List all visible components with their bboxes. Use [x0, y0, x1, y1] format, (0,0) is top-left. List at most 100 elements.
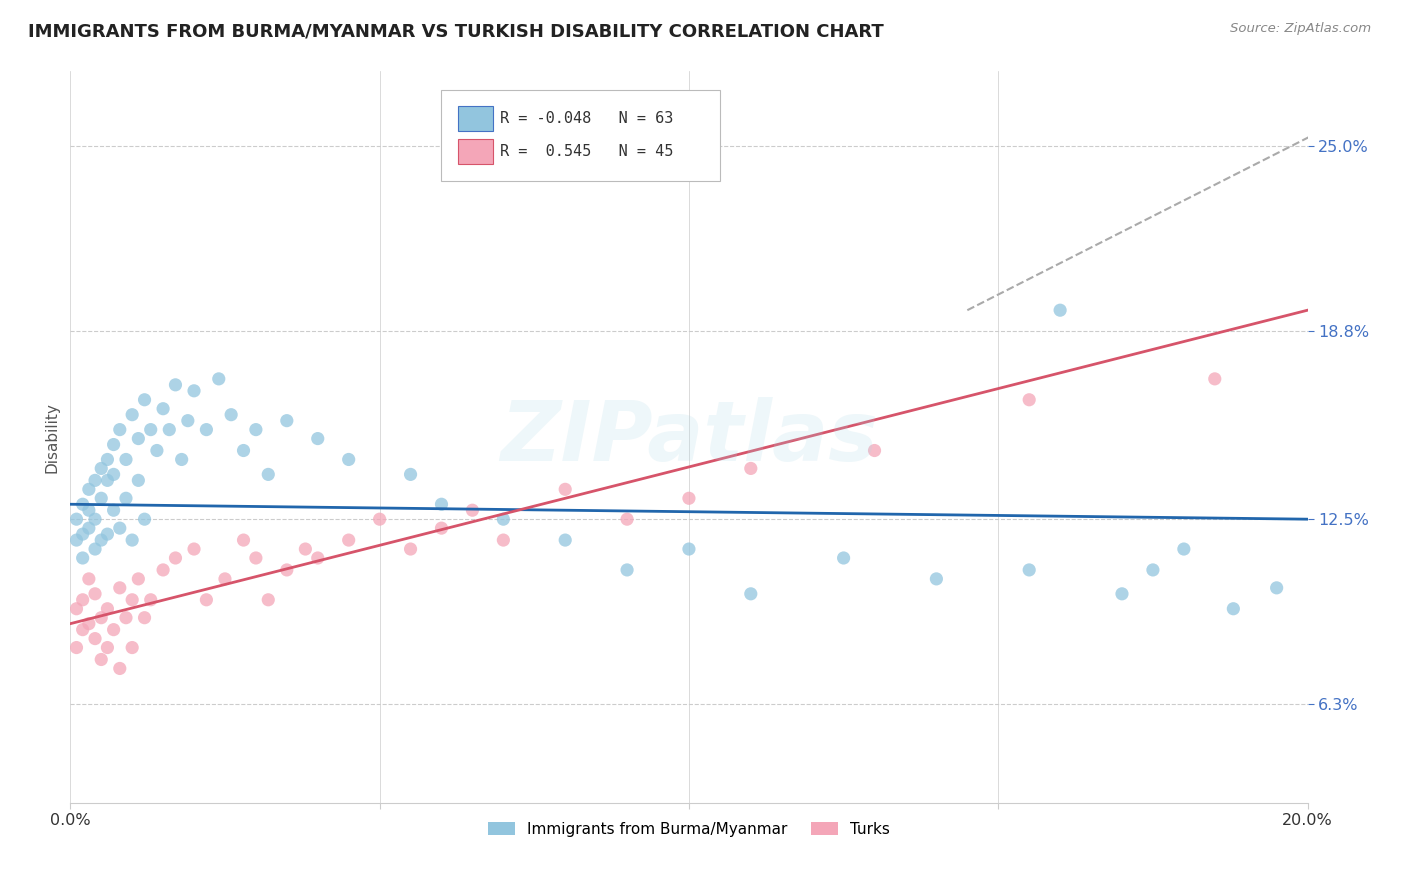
Point [208, 372, 231, 386]
Point [307, 432, 329, 446]
Point [165, 377, 187, 392]
Point [183, 542, 205, 557]
Y-axis label: Disability: Disability [44, 401, 59, 473]
Point [121, 533, 143, 547]
Point [832, 551, 855, 566]
Point [115, 491, 138, 506]
Point [139, 423, 162, 437]
Point [214, 572, 236, 586]
Point [65, 601, 87, 615]
Point [177, 414, 200, 428]
Point [195, 592, 218, 607]
Point [121, 408, 143, 422]
Point [84, 587, 107, 601]
Point [96, 527, 118, 541]
Point [90, 610, 112, 624]
Point [152, 563, 174, 577]
Point [337, 533, 360, 547]
Point [740, 461, 762, 475]
Point [108, 423, 131, 437]
Point [121, 640, 143, 655]
Point [90, 533, 112, 547]
Point [103, 503, 125, 517]
Point [115, 610, 138, 624]
Point [134, 610, 156, 624]
Point [554, 483, 576, 497]
Point [84, 632, 107, 646]
Point [165, 551, 187, 566]
Point [77, 503, 100, 517]
Point [103, 467, 125, 482]
Point [1018, 392, 1040, 407]
Point [134, 392, 156, 407]
Point [863, 443, 886, 458]
Point [492, 512, 515, 526]
Point [96, 601, 118, 615]
Point [257, 467, 280, 482]
Point [461, 503, 484, 517]
Point [84, 512, 107, 526]
Text: R = -0.048   N = 63: R = -0.048 N = 63 [499, 112, 673, 127]
Point [1049, 303, 1071, 318]
Point [1142, 563, 1164, 577]
Point [65, 640, 87, 655]
Point [430, 497, 453, 511]
Point [108, 521, 131, 535]
Point [157, 423, 180, 437]
Point [337, 452, 360, 467]
Point [108, 581, 131, 595]
Point [72, 497, 94, 511]
Point [65, 533, 87, 547]
Point [492, 533, 515, 547]
Point [90, 491, 112, 506]
Point [72, 527, 94, 541]
Point [108, 661, 131, 675]
Point [146, 443, 169, 458]
Point [1111, 587, 1133, 601]
Point [127, 572, 149, 586]
Point [616, 563, 638, 577]
Point [740, 587, 762, 601]
Point [65, 512, 87, 526]
Point [232, 533, 254, 547]
Point [219, 408, 242, 422]
Text: Source: ZipAtlas.com: Source: ZipAtlas.com [1230, 22, 1371, 36]
Point [1018, 563, 1040, 577]
Point [276, 414, 298, 428]
Point [1173, 542, 1195, 557]
Point [84, 542, 107, 557]
Point [96, 452, 118, 467]
Point [139, 592, 162, 607]
Point [399, 542, 422, 557]
Point [678, 491, 700, 506]
FancyBboxPatch shape [457, 139, 494, 164]
Point [72, 592, 94, 607]
Point [1265, 581, 1288, 595]
Point [77, 483, 100, 497]
Point [77, 521, 100, 535]
Point [616, 512, 638, 526]
FancyBboxPatch shape [457, 106, 494, 131]
Point [245, 423, 267, 437]
Point [96, 640, 118, 655]
Legend: Immigrants from Burma/Myanmar, Turks: Immigrants from Burma/Myanmar, Turks [481, 815, 897, 843]
Point [925, 572, 948, 586]
Point [294, 542, 316, 557]
Point [103, 623, 125, 637]
Text: R =  0.545   N = 45: R = 0.545 N = 45 [499, 145, 673, 160]
Point [77, 616, 100, 631]
Point [96, 474, 118, 488]
Point [115, 452, 138, 467]
Point [368, 512, 391, 526]
Point [1222, 601, 1244, 615]
FancyBboxPatch shape [441, 90, 720, 181]
Point [84, 474, 107, 488]
Point [430, 521, 453, 535]
Point [399, 467, 422, 482]
Point [127, 474, 149, 488]
Point [195, 423, 218, 437]
Text: IMMIGRANTS FROM BURMA/MYANMAR VS TURKISH DISABILITY CORRELATION CHART: IMMIGRANTS FROM BURMA/MYANMAR VS TURKISH… [28, 22, 884, 40]
Point [276, 563, 298, 577]
Point [152, 401, 174, 416]
Point [134, 512, 156, 526]
